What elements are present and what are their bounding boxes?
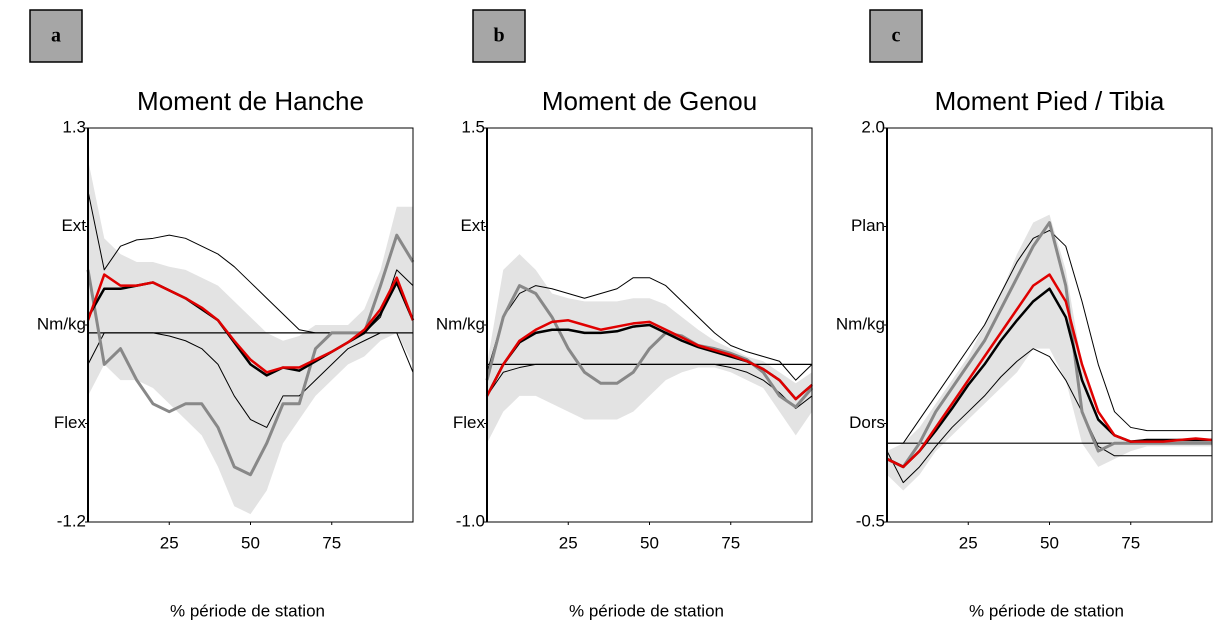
y-tick-label: Ext [460, 216, 485, 235]
y-tick-label: Nm/kg [836, 314, 885, 333]
x-tick-label: 50 [241, 533, 260, 552]
panel-label-box [869, 9, 923, 63]
y-tick-label: Flex [54, 413, 87, 432]
x-tick-label: 75 [1121, 533, 1140, 552]
series-line [886, 273, 1213, 469]
band [88, 159, 413, 515]
band [887, 214, 1212, 491]
y-tick-label: -1.2 [57, 511, 86, 530]
x-tick-label: 25 [160, 533, 179, 552]
y-tick-label: Ext [61, 216, 86, 235]
series-line [86, 273, 415, 374]
panel-label: c [892, 25, 901, 47]
y-tick-label: Dors [849, 413, 885, 432]
series-line [485, 319, 813, 401]
x-axis-label: % période de station [170, 601, 325, 620]
series-line [486, 277, 813, 381]
panel-label-box [472, 9, 526, 63]
x-tick-label: 75 [322, 533, 341, 552]
series-line [886, 348, 1212, 484]
chart-title: Moment de Genou [542, 86, 757, 116]
x-axis-label: % période de station [569, 601, 724, 620]
series-line [886, 221, 1212, 469]
chart-title: Moment de Hanche [137, 86, 364, 116]
x-tick-label: 75 [721, 533, 740, 552]
y-tick-label: 2.0 [861, 117, 885, 136]
panel-label-box [29, 9, 83, 63]
series-line [887, 229, 1212, 444]
y-tick-label: Nm/kg [436, 314, 485, 333]
y-tick-label: Flex [453, 413, 486, 432]
y-tick-label: 1.5 [461, 117, 485, 136]
series-line [886, 287, 1212, 469]
series-line [87, 332, 414, 428]
chart-title: Moment Pied / Tibia [935, 86, 1165, 116]
y-tick-label: Plan [851, 216, 885, 235]
series-line [485, 284, 814, 409]
x-tick-label: 25 [959, 533, 978, 552]
panel-label: b [493, 25, 504, 47]
x-axis-label: % période de station [969, 601, 1124, 620]
y-tick-label: -1.0 [456, 511, 485, 530]
y-tick-label: -0.5 [856, 511, 885, 530]
x-tick-label: 25 [559, 533, 578, 552]
y-tick-label: Nm/kg [37, 314, 86, 333]
x-tick-label: 50 [640, 533, 659, 552]
x-tick-label: 50 [1040, 533, 1059, 552]
series-line [486, 363, 813, 410]
y-tick-label: 1.3 [62, 117, 86, 136]
panel-label: a [51, 25, 61, 47]
